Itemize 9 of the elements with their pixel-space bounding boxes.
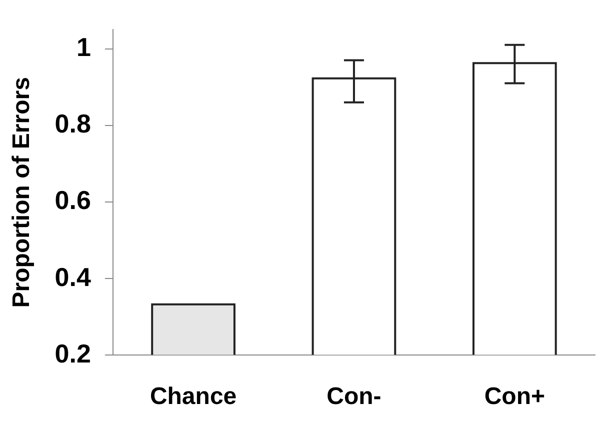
y-tick-label: 0.6 (54, 185, 91, 216)
x-tick-label: Con- (326, 383, 382, 410)
x-tick-label: Chance (150, 383, 237, 410)
x-tick-label: Con+ (484, 383, 545, 410)
y-tick-label: 0.4 (54, 262, 92, 292)
y-tick-label: 1 (76, 32, 91, 62)
y-axis-title: Proportion of Errors (8, 77, 36, 308)
y-tick-label: 0.8 (54, 108, 91, 139)
y-tick-label: 0.2 (54, 338, 91, 368)
